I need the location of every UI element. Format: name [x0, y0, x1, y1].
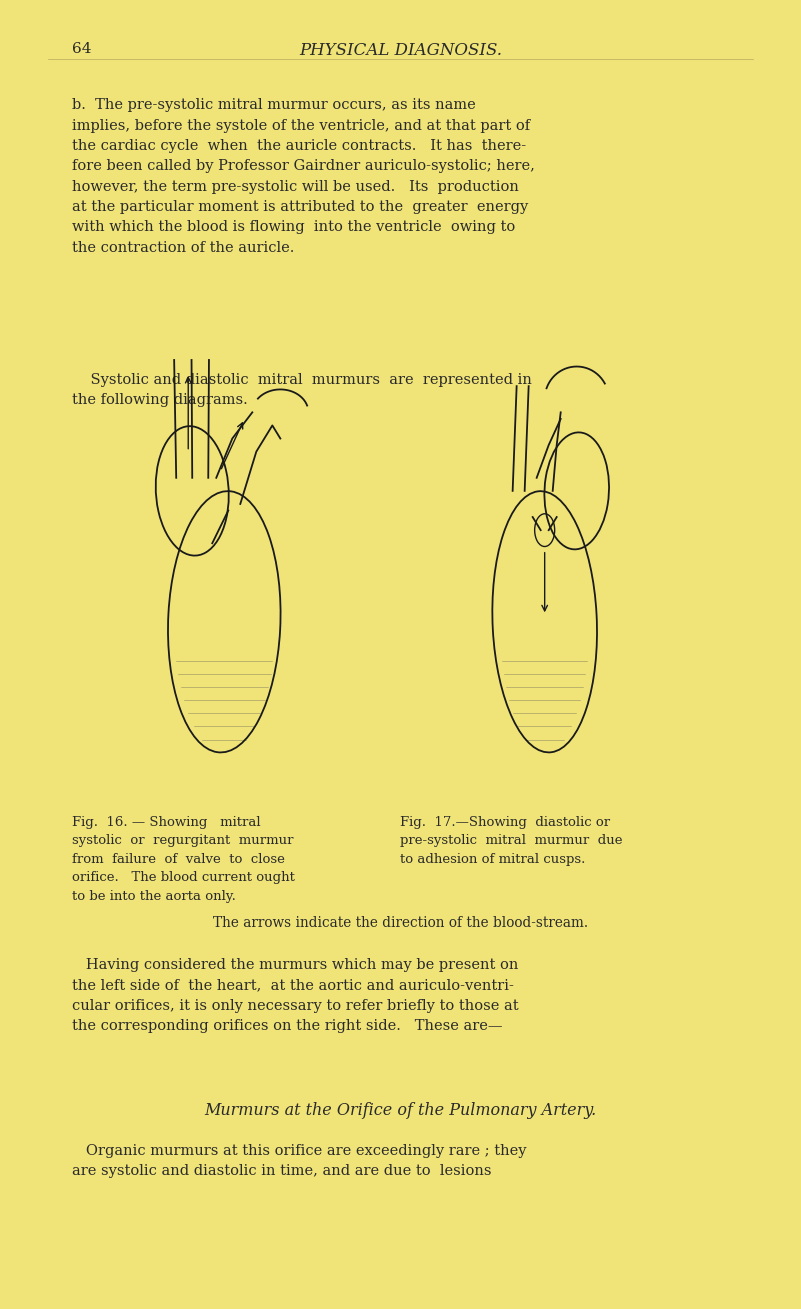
- Text: Fig.  16. — Showing   mitral
systolic  or  regurgitant  murmur
from  failure  of: Fig. 16. — Showing mitral systolic or re…: [72, 816, 295, 902]
- Text: 64: 64: [72, 42, 91, 56]
- Text: Having considered the murmurs which may be present on
the left side of  the hear: Having considered the murmurs which may …: [72, 958, 519, 1033]
- Text: b.  The pre-systolic mitral murmur occurs, as its name
implies, before the systo: b. The pre-systolic mitral murmur occurs…: [72, 98, 535, 255]
- Text: PHYSICAL DIAGNOSIS.: PHYSICAL DIAGNOSIS.: [299, 42, 502, 59]
- Text: Fig.  17.—Showing  diastolic or
pre-systolic  mitral  murmur  due
to adhesion of: Fig. 17.—Showing diastolic or pre-systol…: [400, 816, 623, 865]
- Text: Murmurs at the Orifice of the Pulmonary Artery.: Murmurs at the Orifice of the Pulmonary …: [204, 1102, 597, 1119]
- Text: The arrows indicate the direction of the blood-stream.: The arrows indicate the direction of the…: [213, 916, 588, 931]
- Text: Systolic and diastolic  mitral  murmurs  are  represented in
the following diagr: Systolic and diastolic mitral murmurs ar…: [72, 373, 532, 407]
- Text: Organic murmurs at this orifice are exceedingly rare ; they
are systolic and dia: Organic murmurs at this orifice are exce…: [72, 1144, 526, 1178]
